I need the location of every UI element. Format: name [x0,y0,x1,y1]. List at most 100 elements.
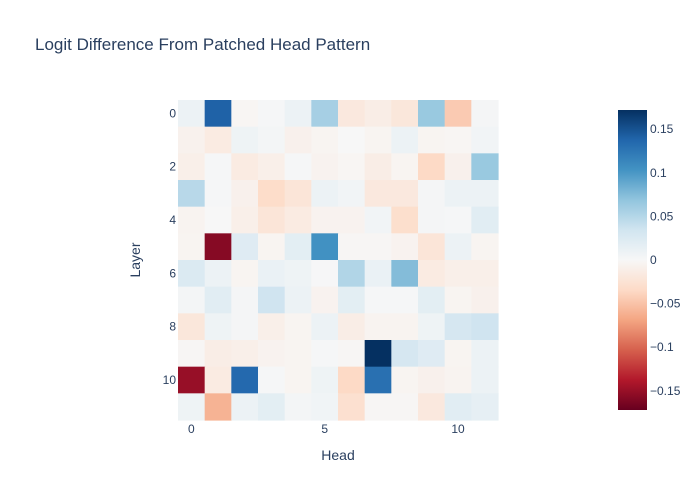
colorbar-tick-label: 0.1 [650,166,667,180]
heatmap-cell-layer-8-head-10 [444,313,472,341]
heatmap-cell-layer-5-head-5 [311,233,339,261]
heatmap-cell-layer-3-head-8 [391,180,419,208]
heatmap-cell-layer-10-head-4 [284,366,312,394]
heatmap-cell-layer-8-head-8 [391,313,419,341]
heatmap-cell-layer-11-head-0 [178,393,206,421]
heatmap-cell-layer-2-head-3 [258,153,286,181]
heatmap-cell-layer-11-head-2 [231,393,259,421]
heatmap-cell-layer-0-head-2 [231,100,259,128]
heatmap-cell-layer-2-head-2 [231,153,259,181]
heatmap-cell-layer-6-head-9 [418,260,446,288]
heatmap-cell-layer-9-head-4 [284,340,312,368]
heatmap-cell-layer-6-head-2 [231,260,259,288]
x-tick-label: 5 [321,422,328,436]
heatmap-cell-layer-2-head-9 [418,153,446,181]
heatmap-cells [178,100,499,421]
heatmap-cell-layer-1-head-6 [338,126,366,154]
heatmap-cell-layer-3-head-7 [364,180,392,208]
heatmap-cell-layer-11-head-11 [471,393,499,421]
y-tick-label: 10 [163,373,177,387]
heatmap-cell-layer-3-head-3 [258,180,286,208]
heatmap-cell-layer-7-head-9 [418,286,446,314]
heatmap-cell-layer-0-head-6 [338,100,366,128]
heatmap-cell-layer-10-head-6 [338,366,366,394]
heatmap-cell-layer-1-head-4 [284,126,312,154]
heatmap-cell-layer-7-head-3 [258,286,286,314]
heatmap-cell-layer-6-head-7 [364,260,392,288]
heatmap-cell-layer-1-head-8 [391,126,419,154]
heatmap-cell-layer-6-head-10 [444,260,472,288]
heatmap-cell-layer-4-head-10 [444,206,472,234]
x-axis-title: Head [321,447,354,463]
heatmap-cell-layer-1-head-0 [178,126,206,154]
heatmap-cell-layer-6-head-5 [311,260,339,288]
heatmap-cell-layer-11-head-8 [391,393,419,421]
heatmap-cell-layer-3-head-2 [231,180,259,208]
heatmap-cell-layer-4-head-6 [338,206,366,234]
heatmap-cell-layer-4-head-9 [418,206,446,234]
heatmap-cell-layer-10-head-9 [418,366,446,394]
heatmap-cell-layer-11-head-10 [444,393,472,421]
heatmap-cell-layer-6-head-3 [258,260,286,288]
heatmap-cell-layer-9-head-8 [391,340,419,368]
heatmap-cell-layer-1-head-3 [258,126,286,154]
heatmap-cell-layer-6-head-4 [284,260,312,288]
heatmap-cell-layer-0-head-7 [364,100,392,128]
heatmap-cell-layer-5-head-1 [204,233,232,261]
heatmap-cell-layer-1-head-2 [231,126,259,154]
heatmap-cell-layer-5-head-0 [178,233,206,261]
heatmap-cell-layer-7-head-7 [364,286,392,314]
heatmap-cell-layer-7-head-5 [311,286,339,314]
heatmap-cell-layer-4-head-8 [391,206,419,234]
heatmap-cell-layer-2-head-0 [178,153,206,181]
heatmap-cell-layer-1-head-5 [311,126,339,154]
heatmap-cell-layer-9-head-10 [444,340,472,368]
x-axis-ticks: 0 5 10 [188,422,465,436]
x-tick-label: 10 [451,422,465,436]
heatmap-cell-layer-8-head-5 [311,313,339,341]
heatmap-cell-layer-11-head-4 [284,393,312,421]
heatmap-cell-layer-6-head-0 [178,260,206,288]
heatmap-cell-layer-0-head-9 [418,100,446,128]
heatmap-cell-layer-1-head-10 [444,126,472,154]
heatmap-cell-layer-10-head-2 [231,366,259,394]
heatmap-cell-layer-5-head-2 [231,233,259,261]
heatmap-cell-layer-5-head-4 [284,233,312,261]
heatmap-cell-layer-7-head-6 [338,286,366,314]
heatmap-cell-layer-0-head-5 [311,100,339,128]
colorbar-ticks: 0.15 0.1 0.05 0 −0.05 −0.1 −0.15 [650,122,681,398]
y-axis-ticks: 0 2 4 6 8 10 [163,106,177,387]
heatmap-cell-layer-3-head-6 [338,180,366,208]
heatmap-cell-layer-4-head-2 [231,206,259,234]
heatmap-cell-layer-7-head-2 [231,286,259,314]
heatmap-cell-layer-2-head-5 [311,153,339,181]
heatmap-cell-layer-5-head-9 [418,233,446,261]
heatmap-cell-layer-11-head-5 [311,393,339,421]
heatmap-cell-layer-8-head-9 [418,313,446,341]
y-tick-label: 8 [169,320,176,334]
heatmap-cell-layer-7-head-1 [204,286,232,314]
heatmap-cell-layer-5-head-8 [391,233,419,261]
heatmap-cell-layer-8-head-4 [284,313,312,341]
heatmap-cell-layer-10-head-1 [204,366,232,394]
heatmap-cell-layer-1-head-1 [204,126,232,154]
heatmap-cell-layer-1-head-9 [418,126,446,154]
heatmap-cell-layer-11-head-3 [258,393,286,421]
heatmap-cell-layer-0-head-0 [178,100,206,128]
heatmap-cell-layer-3-head-11 [471,180,499,208]
heatmap-cell-layer-11-head-6 [338,393,366,421]
heatmap-cell-layer-10-head-8 [391,366,419,394]
heatmap-cell-layer-5-head-11 [471,233,499,261]
y-tick-label: 4 [169,213,176,227]
heatmap-cell-layer-10-head-5 [311,366,339,394]
heatmap-cell-layer-5-head-3 [258,233,286,261]
heatmap-cell-layer-7-head-10 [444,286,472,314]
heatmap-cell-layer-0-head-1 [204,100,232,128]
heatmap-cell-layer-8-head-2 [231,313,259,341]
heatmap-cell-layer-4-head-0 [178,206,206,234]
heatmap-cell-layer-8-head-1 [204,313,232,341]
heatmap-cell-layer-8-head-6 [338,313,366,341]
colorbar-tick-label: −0.15 [650,384,681,398]
